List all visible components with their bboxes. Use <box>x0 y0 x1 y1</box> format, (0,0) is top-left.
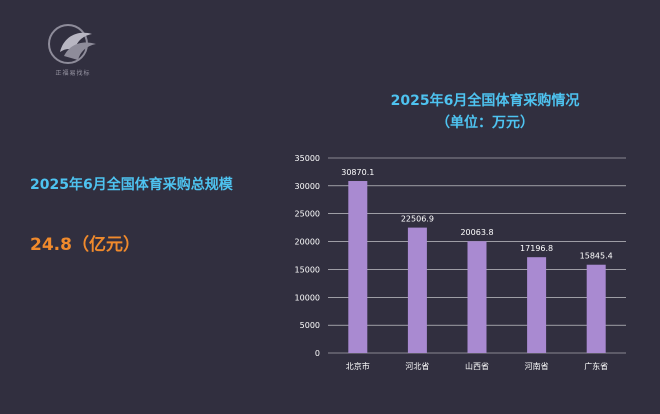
x-tick-label: 广东省 <box>584 361 608 371</box>
x-tick-label: 山西省 <box>465 361 489 371</box>
data-label: 15845.4 <box>580 252 613 261</box>
logo-icon <box>48 24 96 64</box>
y-tick-label: 25000 <box>295 210 320 219</box>
y-tick-label: 30000 <box>295 182 320 191</box>
bar <box>586 264 606 353</box>
y-tick-label: 5000 <box>300 321 320 330</box>
y-tick-label: 0 <box>315 349 320 358</box>
summary-value: 24.8（亿元） <box>30 235 140 255</box>
data-label: 30870.1 <box>341 168 374 177</box>
logo-text: 正福易找标 <box>55 70 91 77</box>
data-label: 20063.8 <box>460 228 493 237</box>
summary-title: 2025年6月全国体育采购总规模 <box>30 177 233 193</box>
bar <box>527 257 547 353</box>
bar <box>467 241 487 353</box>
chart-title: 2025年6月全国体育采购情况 <box>390 93 580 109</box>
chart-title-block: 2025年6月全国体育采购情况 （单位：万元） <box>330 90 640 134</box>
x-tick-label: 河南省 <box>525 361 549 371</box>
y-tick-label: 20000 <box>295 238 320 247</box>
chart-subtitle: （单位：万元） <box>436 115 534 131</box>
y-tick-label: 35000 <box>295 154 320 163</box>
data-label: 22506.9 <box>401 215 434 224</box>
bar <box>407 227 427 353</box>
data-label: 17196.8 <box>520 244 553 253</box>
bar <box>348 181 368 353</box>
x-tick-label: 河北省 <box>405 361 429 371</box>
y-tick-label: 10000 <box>295 293 320 302</box>
x-tick-label: 北京市 <box>346 361 370 371</box>
y-tick-label: 15000 <box>295 265 320 274</box>
